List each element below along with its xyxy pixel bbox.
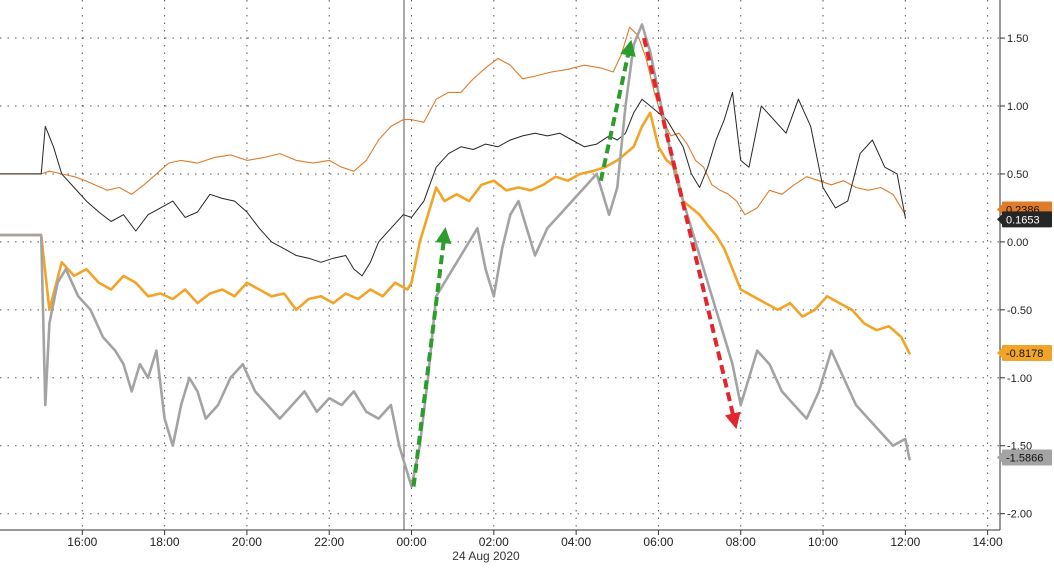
series-line-0 [0,26,906,216]
x-tick-label: 10:00 [808,535,838,549]
last-value-flag-pointer-2 [997,348,1002,359]
last-value-text-2: -0.8178 [1006,348,1043,360]
x-tick-label: 12:00 [890,535,920,549]
last-value-flag-pointer-1 [997,214,1002,225]
last-value-flag-2 [1002,345,1052,362]
last-value-flag-pointer-3 [997,452,1002,463]
x-tick-label: 02:00 [479,535,509,549]
green-up-arrow-1 [598,39,636,182]
x-tick-label: 08:00 [726,535,756,549]
y-tick-label: 1.00 [1007,101,1028,113]
series-line-3 [0,23,911,488]
x-tick-label: 04:00 [561,535,591,549]
gridlines [0,0,1000,530]
green-up-arrow-0 [411,227,452,487]
last-value-flag-1 [1002,211,1052,228]
last-value-flag-3 [1002,449,1052,466]
series-line-2 [0,111,911,355]
y-tick-label: -2.00 [1007,509,1032,521]
y-tick-label: 1.50 [1007,33,1028,45]
series-line-1 [0,91,906,277]
x-tick-label: 16:00 [67,535,97,549]
annotations [411,37,741,487]
x-tick-label: 06:00 [643,535,673,549]
x-tick-label: 18:00 [150,535,180,549]
x-tick-label: 00:00 [397,535,427,549]
x-tick-label: 22:00 [314,535,344,549]
y-tick-label: -0.50 [1007,305,1032,317]
y-tick-label: 0.50 [1007,169,1028,181]
last-value-flag-pointer-0 [997,204,1002,215]
x-axis-label: 24 Aug 2020 [452,549,520,563]
last-value-text-1: 0.1653 [1006,214,1040,226]
x-tick-label: 20:00 [232,535,262,549]
last-value-text-3: -1.5866 [1006,453,1043,465]
axes: 24 Aug 2020 1.501.000.500.00-0.50-1.00-1… [0,0,1032,563]
y-tick-label: 0.00 [1007,237,1028,249]
x-tick-label: 14:00 [973,535,1003,549]
red-down-arrow-2 [642,37,741,430]
y-tick-label: -1.00 [1007,373,1032,385]
series [0,23,911,488]
